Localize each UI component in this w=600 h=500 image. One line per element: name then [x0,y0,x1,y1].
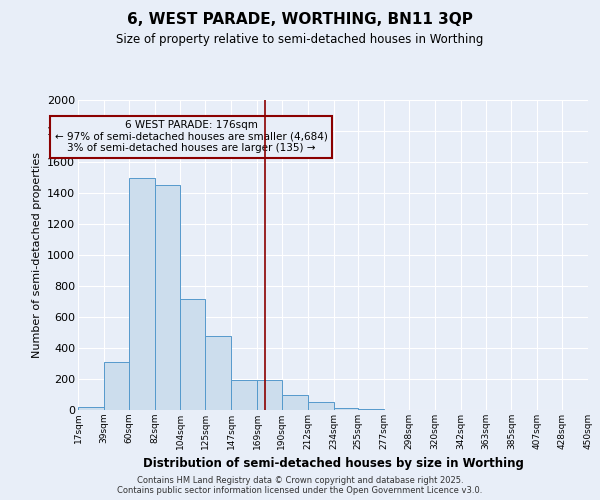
Y-axis label: Number of semi-detached properties: Number of semi-detached properties [32,152,41,358]
Text: Contains public sector information licensed under the Open Government Licence v3: Contains public sector information licen… [118,486,482,495]
Bar [104,362,128,410]
Bar [155,185,181,410]
Bar [257,380,282,410]
Bar [231,380,257,410]
Bar [128,178,155,410]
Bar [282,396,308,410]
Text: Size of property relative to semi-detached houses in Worthing: Size of property relative to semi-detach… [116,32,484,46]
X-axis label: Distribution of semi-detached houses by size in Worthing: Distribution of semi-detached houses by … [143,458,523,470]
Text: 6, WEST PARADE, WORTHING, BN11 3QP: 6, WEST PARADE, WORTHING, BN11 3QP [127,12,473,28]
Bar [358,409,384,410]
Text: Contains HM Land Registry data © Crown copyright and database right 2025.: Contains HM Land Registry data © Crown c… [137,476,463,485]
Bar [181,299,205,410]
Bar [308,402,334,410]
Bar [78,407,104,410]
Bar [334,408,358,410]
Bar [205,336,231,410]
Text: 6 WEST PARADE: 176sqm
← 97% of semi-detached houses are smaller (4,684)
3% of se: 6 WEST PARADE: 176sqm ← 97% of semi-deta… [55,120,328,154]
